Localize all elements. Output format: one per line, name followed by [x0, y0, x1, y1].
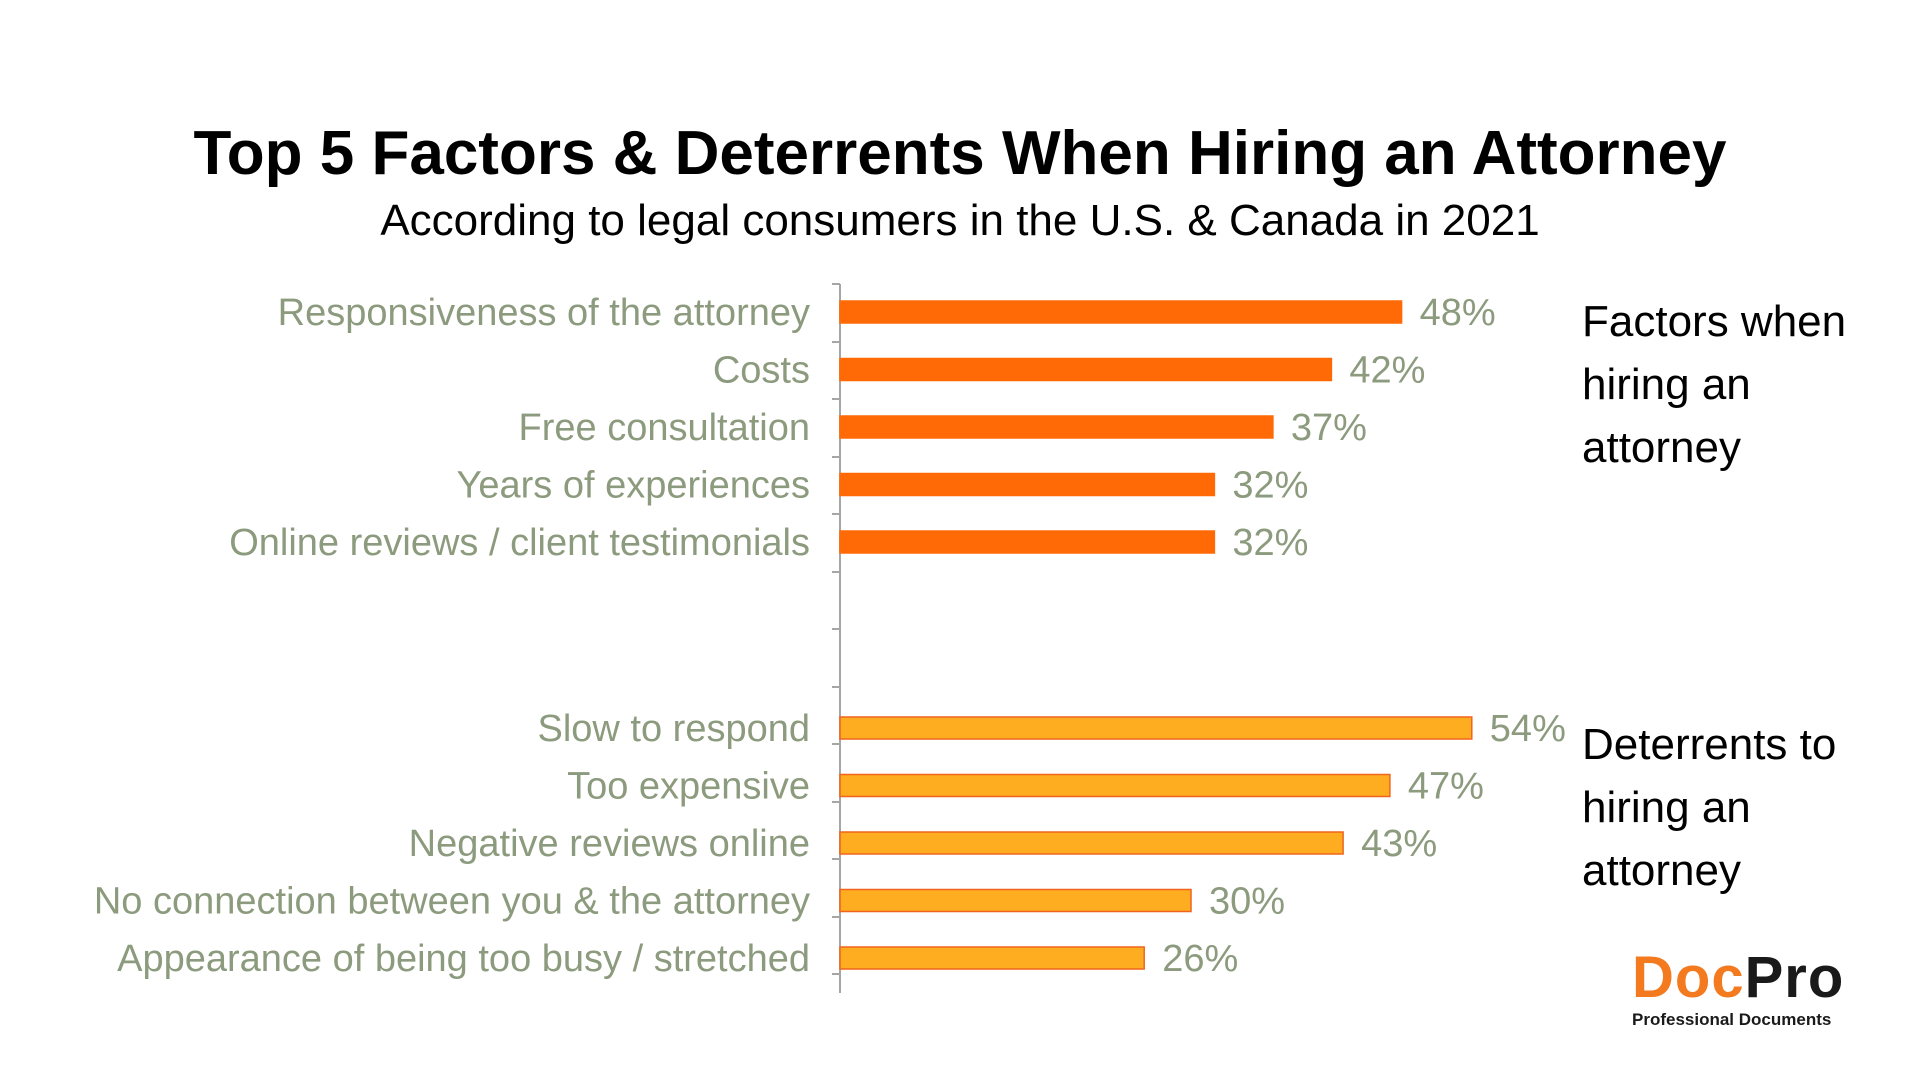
bar — [839, 415, 1274, 439]
group-label-line: attorney — [1582, 423, 1741, 472]
category-label: Years of experiences — [457, 465, 811, 507]
bar — [839, 946, 1145, 970]
value-label: 32% — [1232, 522, 1308, 564]
value-label: 37% — [1291, 407, 1367, 449]
group-label-line: attorney — [1582, 846, 1741, 895]
value-label: 42% — [1349, 350, 1425, 392]
value-label: 54% — [1490, 708, 1566, 750]
y-axis-ticks — [832, 283, 840, 975]
logo-wordmark: DocPro — [1632, 948, 1862, 1008]
group-label-line: Factors when — [1582, 297, 1847, 346]
logo-doc: Doc — [1632, 945, 1745, 1010]
bar — [839, 357, 1333, 382]
bar — [839, 831, 1344, 855]
bar — [839, 888, 1192, 913]
value-labels: 48% 42% 37% 32% 32% 54%47% 43% 30% 26% — [1162, 292, 1566, 980]
group-label-line: hiring an — [1582, 783, 1751, 832]
bar — [839, 716, 1473, 740]
bar — [839, 773, 1391, 798]
docpro-logo: DocPro Professional Documents — [1632, 948, 1862, 1030]
bar — [839, 530, 1216, 554]
group-label-factors: Factors when hiring an attorney — [1582, 290, 1902, 479]
category-label: Too expensive — [567, 766, 810, 808]
group-label-line: Deterrents to — [1582, 720, 1837, 769]
category-label: Responsiveness of the attorney — [278, 292, 810, 334]
category-label: Costs — [713, 350, 810, 392]
logo-pro: Pro — [1744, 945, 1845, 1010]
chart-title: Top 5 Factors & Deterrents When Hiring a… — [193, 119, 1727, 188]
group-label-line: hiring an — [1582, 360, 1751, 409]
value-label: 32% — [1232, 465, 1308, 507]
bar — [839, 300, 1403, 324]
value-label: 48% — [1420, 292, 1496, 334]
value-label: 30% — [1209, 881, 1285, 923]
value-label: 43% — [1361, 823, 1437, 865]
category-label: Free consultation — [519, 407, 811, 449]
value-label: 47% — [1408, 766, 1484, 808]
chart-subtitle: According to legal consumers in the U.S.… — [380, 196, 1540, 245]
bar — [839, 472, 1216, 497]
category-labels: Responsiveness of the attorney Costs Free … — [94, 292, 810, 980]
category-label: Appearance of being too busy / stretched — [117, 938, 810, 980]
category-label: No connection between you & the attorney — [94, 881, 810, 923]
logo-tagline: Professional Documents — [1632, 1010, 1832, 1029]
category-label: Online reviews / client testimonials — [229, 522, 810, 564]
bars-layer — [839, 300, 1473, 970]
category-label: Slow to respond — [538, 708, 811, 750]
category-label: Negative reviews online — [409, 823, 810, 865]
value-label: 26% — [1162, 938, 1238, 980]
group-label-deterrents: Deterrents to hiring an attorney — [1582, 713, 1902, 902]
